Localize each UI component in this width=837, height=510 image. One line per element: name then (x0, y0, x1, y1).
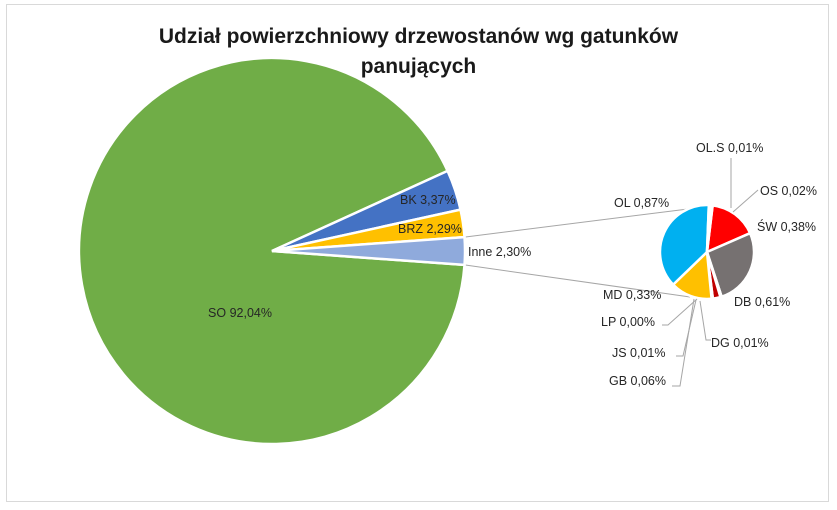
sec-slice-label-w: ŚW 0,38% (757, 219, 816, 234)
sec-slice-label-db: DB 0,61% (734, 295, 790, 309)
sec-slice-label-dg: DG 0,01% (711, 336, 769, 350)
main-slice-so (77, 56, 466, 446)
connector-line-top (464, 208, 689, 238)
sec-slice-label-js: JS 0,01% (612, 346, 666, 360)
leader-line-dg (699, 300, 711, 341)
sec-slice-label-os: OS 0,02% (760, 184, 817, 198)
main-slice-label-brz: BRZ 2,29% (398, 222, 462, 236)
main-slice-label-so: SO 92,04% (208, 306, 272, 320)
main-slice-label-inne: Inne 2,30% (468, 245, 531, 259)
main-slice-label-bk: BK 3,37% (400, 193, 456, 207)
chart-title-line-1: Udział powierzchniowy drzewostanów wg ga… (158, 25, 679, 48)
sec-slice-label-gb: GB 0,06% (609, 374, 666, 388)
leader-line-js (676, 299, 697, 357)
main-slice-inne (271, 235, 467, 267)
chart-title: Udział powierzchniowy drzewostanów wg ga… (0, 22, 837, 82)
sec-slice-db (705, 231, 756, 299)
sec-slice-os (705, 203, 715, 253)
connector-line-bottom (464, 264, 691, 298)
leader-line-lp (662, 298, 698, 326)
sec-slice-label-ol-s: OL.S 0,01% (696, 141, 763, 155)
chart-title-line-2: panujących (360, 55, 477, 78)
sec-slice-ol (658, 203, 711, 287)
leader-line-os (732, 189, 759, 213)
sec-slice-label-ol: OL 0,87% (614, 196, 669, 210)
sec-slice-label-lp: LP 0,00% (601, 315, 655, 329)
sec-slice-label-md: MD 0,33% (603, 288, 661, 302)
